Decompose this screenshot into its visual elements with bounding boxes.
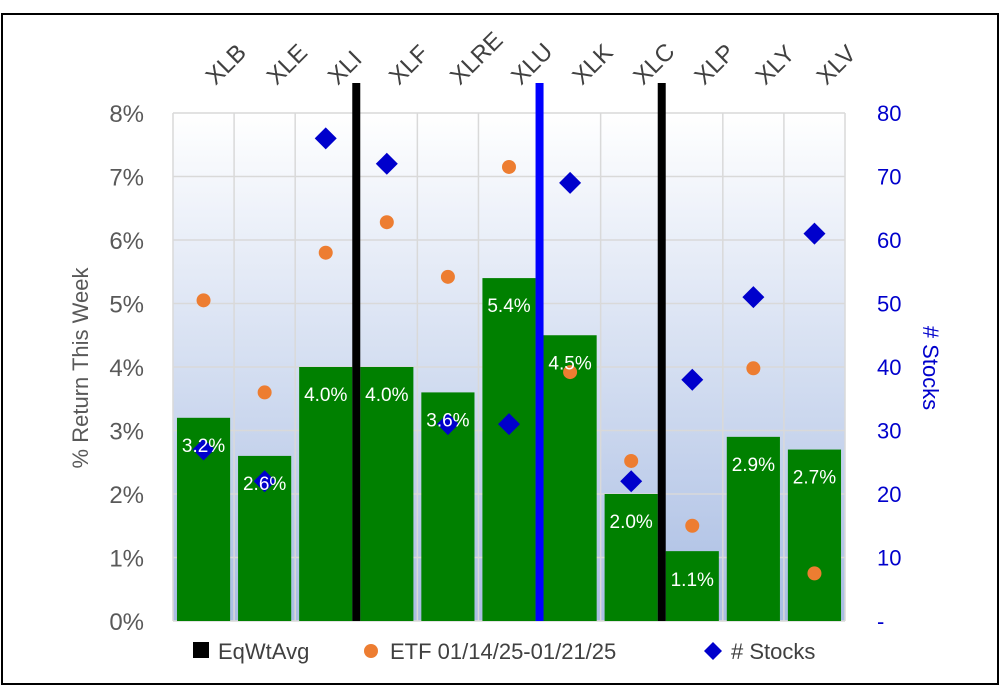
legend-label-etf: ETF 01/14/25-01/21/25: [390, 639, 616, 664]
y2-tick-label: 70: [877, 165, 901, 190]
bar-xlc: [604, 494, 658, 621]
y-tick-label: 2%: [109, 482, 144, 509]
y-tick-label: 6%: [109, 228, 144, 255]
etf-point-xle: [257, 385, 272, 400]
stocks-point-xlp: [681, 368, 704, 391]
y2-tick-label: 80: [877, 101, 901, 126]
y2-tick-label: 20: [877, 482, 901, 507]
y-axis-title: % Return This Week: [68, 267, 93, 469]
data-label-xlf: 4.0%: [365, 385, 408, 406]
bar-series: [176, 278, 842, 621]
etf-point-xlu: [502, 159, 516, 174]
data-label-xlb: 3.2%: [182, 436, 225, 457]
bar-xlp: [665, 551, 719, 621]
bar-xlk: [543, 335, 597, 621]
bar-xli: [299, 367, 353, 621]
stocks-point-xly: [742, 286, 765, 309]
y2-tick-label: 60: [877, 228, 901, 253]
y-tick-label: 4%: [109, 355, 144, 382]
legend-swatch-stocks: [704, 642, 722, 660]
etf-point-xlc: [624, 453, 639, 468]
etf-point-xly: [746, 361, 761, 376]
legend: EqWtAvg ETF 01/14/25-01/21/25 # Stocks: [193, 639, 815, 664]
data-label-xlk: 4.5%: [548, 353, 591, 374]
data-label-xlu: 5.4%: [487, 296, 530, 317]
stocks-point-xlb: [192, 438, 215, 461]
data-label-xly: 2.9%: [732, 455, 775, 476]
bar-xly: [726, 436, 780, 621]
y-tick-label: 3%: [109, 419, 144, 446]
bar-xlf: [360, 367, 414, 621]
bar-data-labels: 3.2% 2.6% 4.0% 4.0% 3.6% 5.4% 4.5% 2.0% 1.1% 2.9%…: [182, 296, 836, 591]
stocks-point-xlk: [559, 171, 582, 194]
y-tick-label: 7%: [109, 165, 144, 192]
etf-point-xli: [318, 245, 333, 260]
legend-label-stocks: # Stocks: [731, 639, 815, 664]
y2-tick-label: -: [877, 609, 884, 634]
etf-point-xlf: [379, 215, 394, 230]
y-tick-label: 0%: [109, 609, 144, 636]
group-separators: [352, 83, 666, 621]
y2-tick-label: 40: [877, 355, 901, 380]
data-label-xlc: 2.0%: [610, 512, 653, 533]
y-tick-label: 8%: [109, 101, 144, 128]
legend-swatch-etf: [364, 644, 378, 658]
y2-axis-title: # Stocks: [918, 326, 943, 410]
legend-label-eqwtavg: EqWtAvg: [218, 639, 309, 664]
y2-axis-ticks: - 10 20 30 40 50 60 70 80: [877, 101, 901, 634]
stocks-point-xli: [314, 127, 337, 150]
etf-point-xlv: [807, 566, 822, 581]
stocks-point-xlv: [803, 222, 826, 245]
stocks-point-xle: [253, 470, 276, 493]
stocks-point-xlu: [498, 413, 520, 436]
etf-point-xlp: [685, 518, 700, 533]
data-label-xli: 4.0%: [304, 385, 347, 406]
y2-tick-label: 10: [877, 546, 901, 571]
data-label-xlre: 3.6%: [426, 410, 469, 431]
bar-xlv: [787, 449, 842, 621]
stocks-series: [192, 127, 826, 493]
etf-point-xlre: [440, 269, 455, 284]
y2-tick-label: 50: [877, 292, 901, 317]
bar-xlu: [482, 278, 536, 621]
data-label-xlp: 1.1%: [671, 570, 714, 591]
stocks-point-xlre: [436, 413, 459, 436]
stocks-point-xlc: [620, 470, 643, 493]
y2-tick-label: 30: [877, 419, 901, 444]
etf-series: [196, 159, 822, 581]
etf-point-xlb: [196, 293, 211, 308]
data-label-xlv: 2.7%: [793, 468, 836, 489]
y-tick-label: 1%: [109, 546, 144, 573]
data-label-xle: 2.6%: [243, 474, 286, 495]
etf-point-xlk: [563, 365, 578, 380]
y-tick-label: 5%: [109, 292, 144, 319]
y-axis-ticks: 0% 1% 2% 3% 4% 5% 6% 7% 8%: [109, 101, 144, 636]
legend-swatch-eqwtavg: [193, 642, 209, 658]
stocks-point-xlf: [375, 152, 398, 175]
